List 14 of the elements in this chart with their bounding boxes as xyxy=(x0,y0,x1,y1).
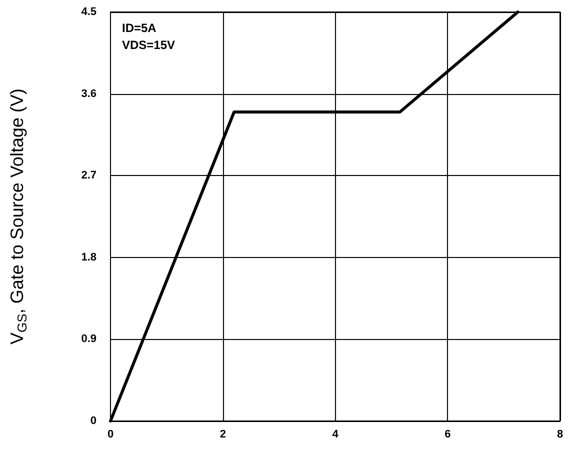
x-tick-label: 6 xyxy=(444,428,451,440)
annotation: VDS=15V xyxy=(122,38,176,52)
x-tick-label: 8 xyxy=(556,428,564,440)
y-tick-label: 4.5 xyxy=(81,6,96,18)
y-tick-label: 2.7 xyxy=(81,170,96,182)
y-tick-label: 0 xyxy=(90,415,96,427)
y-tick-label: 1.8 xyxy=(81,251,96,264)
x-tick-label: 0 xyxy=(107,428,114,440)
y-tick-label: 3.6 xyxy=(81,88,96,100)
x-tick-label: 4 xyxy=(332,428,340,440)
y-axis-title: VGS, Gate to Source Voltage (V) xyxy=(7,88,30,344)
x-tick-label: 2 xyxy=(220,428,226,440)
y-tick-label: 0.9 xyxy=(81,333,96,346)
annotation: ID=5A xyxy=(122,21,157,35)
